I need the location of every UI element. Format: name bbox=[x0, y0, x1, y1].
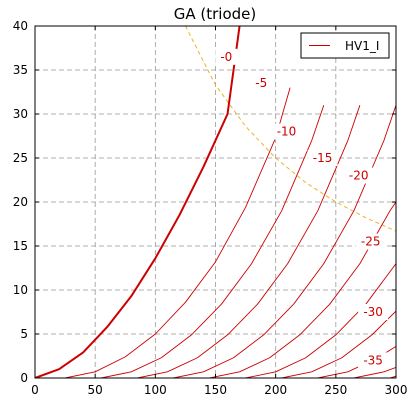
legend-label: HV1_I bbox=[345, 39, 379, 53]
x-tick-label: 150 bbox=[204, 383, 227, 397]
plate-curve-3 bbox=[101, 105, 325, 378]
x-tick-label: 300 bbox=[385, 383, 408, 397]
legend: HV1_I bbox=[300, 32, 390, 59]
plate-curve-5 bbox=[173, 105, 396, 378]
y-tick-label: 20 bbox=[13, 195, 28, 209]
curve-label-bg bbox=[307, 150, 338, 166]
chart-title: GA (triode) bbox=[174, 5, 257, 23]
y-tick-label: 0 bbox=[20, 371, 28, 385]
curve-label-7: -30 bbox=[363, 305, 383, 319]
curve-label-3: -10 bbox=[277, 125, 297, 139]
curve-label-4: -15 bbox=[313, 151, 333, 165]
curve-label-bg bbox=[355, 233, 386, 250]
plate-curve-4 bbox=[137, 105, 361, 378]
curve-label-bg bbox=[358, 352, 389, 369]
plate-curve-1 bbox=[35, 26, 241, 378]
y-tick-label: 35 bbox=[13, 63, 28, 77]
y-tick-label: 15 bbox=[13, 239, 28, 253]
x-tick-label: 0 bbox=[31, 383, 39, 397]
plot-area: -0-5-10-15-20-25-30-350 50 100 150 200 250 300… bbox=[13, 19, 408, 397]
y-tick-label: 30 bbox=[13, 107, 28, 121]
curve-label-2: -5 bbox=[255, 76, 267, 90]
curve-label-8: -35 bbox=[363, 353, 383, 367]
plate-curve-7 bbox=[245, 263, 396, 378]
y-tick-label: 40 bbox=[13, 19, 28, 33]
curve-label-5: -20 bbox=[349, 169, 369, 183]
plate-curve-2 bbox=[64, 87, 291, 378]
curve-label-bg bbox=[358, 304, 389, 320]
y-tick-label: 10 bbox=[13, 283, 28, 297]
x-tick-label: 200 bbox=[264, 383, 287, 397]
x-tick-label: 100 bbox=[144, 383, 167, 397]
curve-label-6: -25 bbox=[361, 235, 381, 249]
plate-curve-6 bbox=[209, 201, 396, 378]
plate-curve-10 bbox=[353, 367, 396, 378]
plate-curve-8 bbox=[281, 310, 396, 378]
y-tick-label: 5 bbox=[20, 327, 28, 341]
curve-label-bg bbox=[250, 75, 273, 92]
curve-label-bg bbox=[271, 123, 302, 140]
curve-label-bg bbox=[343, 167, 374, 184]
y-tick-label: 25 bbox=[13, 151, 28, 165]
curve-label-1: -0 bbox=[220, 50, 232, 64]
curve-label-bg bbox=[215, 48, 238, 65]
x-tick-label: 250 bbox=[324, 383, 347, 397]
x-tick-label: 50 bbox=[88, 383, 103, 397]
